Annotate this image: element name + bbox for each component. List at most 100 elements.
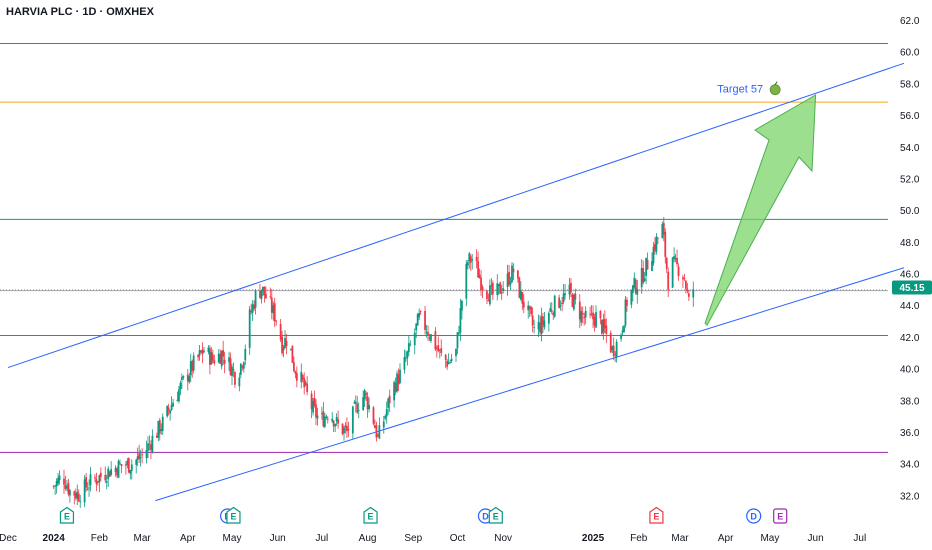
candle-body — [547, 312, 550, 324]
earnings-marker-icon[interactable] — [773, 508, 788, 524]
candle-body — [409, 344, 412, 346]
candle-body — [446, 360, 449, 367]
candle-body — [52, 486, 55, 487]
candle-body — [117, 460, 120, 478]
lower-channel-line[interactable] — [155, 267, 905, 502]
candle-body — [176, 399, 179, 402]
price-axis[interactable]: 62.0 60.0 58.0 56.0 54.0 52.0 50.0 48.0 46.0 44.0… — [892, 16, 932, 502]
candle-body — [304, 382, 307, 385]
y-tick-label: 36.0 — [900, 428, 920, 439]
candle-body — [189, 361, 192, 376]
candle-body — [331, 418, 334, 422]
candle-body — [260, 290, 263, 300]
candle-body — [213, 360, 216, 364]
candle-body — [624, 299, 627, 326]
candle-body — [506, 273, 509, 287]
candle-body — [626, 299, 628, 306]
candle-body — [275, 320, 278, 322]
candle-body — [262, 286, 264, 292]
y-tick-label: 54.0 — [900, 143, 920, 154]
candle-body — [384, 415, 387, 419]
candle-body — [614, 354, 617, 355]
candle-body — [217, 353, 220, 363]
candle-body — [264, 293, 267, 299]
projection-arrow-shape[interactable] — [704, 94, 817, 327]
candle-body — [550, 310, 553, 312]
candle-body — [85, 477, 88, 488]
candle-body — [211, 354, 214, 361]
trend-channel[interactable] — [7, 62, 905, 502]
candle-body — [273, 303, 276, 322]
candle-body — [263, 286, 266, 296]
candle-body — [166, 406, 169, 417]
candle-body — [444, 354, 447, 360]
candle-body — [438, 349, 441, 351]
candle-body — [589, 313, 592, 315]
candle-body — [301, 375, 304, 380]
candle-body — [119, 463, 121, 465]
candle-body — [667, 271, 670, 290]
candle-body — [490, 285, 493, 287]
candle-body — [250, 310, 253, 313]
earnings-marker-icon[interactable] — [363, 506, 378, 524]
x-tick-label: Aug — [359, 533, 377, 544]
candle-body — [141, 454, 144, 456]
candle-body — [397, 374, 400, 385]
candle-body — [413, 332, 416, 346]
candle-body — [169, 410, 172, 414]
candle-body — [89, 474, 92, 486]
target-annotation[interactable]: Target 57 — [717, 81, 781, 96]
earnings-marker-icon[interactable] — [649, 506, 664, 524]
candle-body — [223, 359, 226, 364]
candle-body — [58, 475, 61, 481]
candle-body — [157, 421, 160, 438]
projection-arrow[interactable] — [704, 94, 817, 327]
candle-body — [279, 323, 282, 340]
candle-body — [419, 311, 422, 313]
upper-channel-line[interactable] — [7, 62, 905, 369]
time-axis[interactable]: Dec 2024 Feb Mar Apr May Jun Jul Aug Sep Oct Nov 202… — [0, 533, 866, 544]
candle-body — [248, 309, 251, 348]
candle-body — [502, 288, 505, 292]
candle-body — [416, 314, 419, 326]
dividend-marker-icon[interactable] — [746, 508, 762, 524]
candle-body — [210, 352, 213, 365]
candle-body — [583, 317, 586, 319]
candle-body — [160, 428, 163, 431]
candle-body — [231, 366, 233, 376]
candle-body — [242, 362, 245, 369]
candle-body — [404, 358, 407, 360]
candle-body — [468, 253, 471, 262]
candle-body — [605, 325, 608, 334]
candle-body — [519, 290, 522, 300]
candle-body — [450, 358, 453, 362]
earnings-marker-icon[interactable] — [59, 506, 75, 524]
candle-body — [145, 449, 148, 459]
y-tick-label: 50.0 — [900, 206, 920, 217]
candle-body — [568, 284, 571, 295]
candle-body — [77, 493, 80, 502]
candle-body — [197, 355, 200, 358]
y-tick-label: 46.0 — [900, 270, 920, 281]
candle-body — [290, 348, 292, 350]
y-tick-label: 40.0 — [900, 365, 920, 376]
candle-body — [354, 401, 357, 404]
candle-body — [66, 486, 68, 489]
earnings-marker-icon[interactable] — [226, 506, 241, 524]
candlestick-series[interactable] — [52, 216, 695, 508]
candle-body — [198, 350, 201, 356]
candle-body — [475, 256, 478, 262]
event-markers[interactable]: EDEEDEEDE — [59, 506, 788, 524]
candle-body — [559, 305, 562, 307]
earnings-marker-icon[interactable] — [488, 506, 503, 524]
candle-body — [363, 390, 366, 400]
candle-body — [578, 301, 581, 320]
candle-body — [406, 351, 409, 359]
candle-body — [522, 301, 525, 308]
candle-body — [537, 321, 540, 330]
candle-body — [130, 464, 133, 471]
candle-body — [385, 409, 388, 417]
candle-body — [428, 337, 431, 339]
candle-body — [238, 377, 241, 387]
